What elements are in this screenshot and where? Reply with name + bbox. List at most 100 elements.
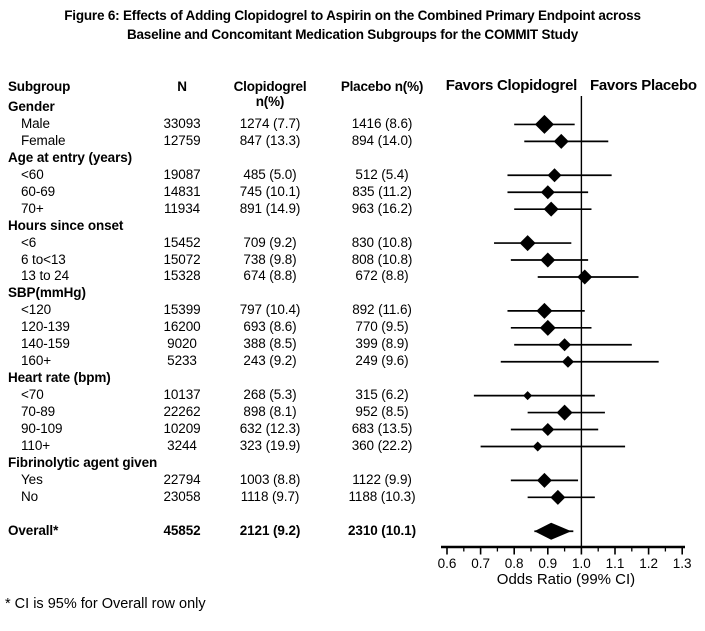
subgroup-label: Yes — [21, 471, 43, 487]
clopidogrel-value: 388 (8.5) — [243, 336, 297, 352]
n-value: 15328 — [163, 268, 201, 284]
favors-clopidogrel-label: Favors Clopidogrel — [445, 77, 578, 94]
table-row: 110+ 3244 323 (19.9) 360 (22.2) — [0, 438, 440, 455]
clopidogrel-value: 632 (12.3) — [239, 421, 301, 437]
subgroup-label: Age at entry (years) — [8, 149, 133, 165]
or-diamond — [561, 355, 574, 368]
placebo-value: 672 (8.8) — [355, 268, 409, 284]
subgroup-label: <120 — [21, 302, 52, 318]
table-row: <70 10137 268 (5.3) 315 (6.2) — [0, 387, 440, 404]
subgroup-header-row: Age at entry (years) — [0, 150, 440, 167]
placebo-value: 2310 (10.1) — [348, 522, 416, 538]
or-diamond — [550, 489, 566, 505]
placebo-value: 1122 (9.9) — [352, 471, 412, 487]
clopidogrel-value: 891 (14.9) — [239, 200, 301, 216]
placebo-value: 770 (9.5) — [355, 319, 409, 335]
table-row: 13 to 24 15328 674 (8.8) 672 (8.8) — [0, 268, 440, 285]
or-diamond — [540, 252, 556, 268]
n-value: 3244 — [167, 437, 197, 453]
clopidogrel-value: 1003 (8.8) — [239, 471, 301, 487]
or-diamond — [539, 319, 556, 336]
table-row: 70+ 11934 891 (14.9) 963 (16.2) — [0, 201, 440, 218]
placebo-value: 963 (16.2) — [351, 200, 413, 216]
clopidogrel-value: 323 (19.9) — [239, 437, 301, 453]
or-diamond — [553, 133, 569, 149]
subgroup-label: Overall* — [8, 522, 59, 538]
placebo-value: 360 (22.2) — [351, 437, 413, 453]
or-diamond — [534, 114, 554, 134]
subgroup-label: 160+ — [21, 353, 52, 369]
column-header-n: N — [177, 79, 187, 94]
clopidogrel-value: 797 (10.4) — [239, 302, 301, 318]
subgroup-label: 140-159 — [21, 336, 70, 352]
subgroup-label: 70+ — [21, 200, 44, 216]
x-axis-tick-label: 0.6 — [438, 556, 457, 571]
column-header-clopidogrel: Clopidogrel n(%) — [233, 79, 307, 109]
subgroup-header-row: Heart rate (bpm) — [0, 370, 440, 387]
table-row: Female 12759 847 (13.3) 894 (14.0) — [0, 133, 440, 150]
or-diamond — [547, 168, 562, 183]
subgroup-label: 60-69 — [21, 183, 56, 199]
table-row: 6 to<13 15072 738 (9.8) 808 (10.8) — [0, 252, 440, 269]
or-diamond — [536, 472, 552, 488]
subgroup-label: Heart rate (bpm) — [8, 370, 111, 386]
placebo-value: 249 (9.6) — [355, 353, 409, 369]
subgroup-label: <70 — [21, 387, 44, 403]
subgroup-label: 120-139 — [21, 319, 70, 335]
placebo-value: 892 (11.6) — [352, 302, 412, 318]
x-axis-tick-label: 1.1 — [606, 556, 625, 571]
clopidogrel-value: 693 (8.6) — [243, 319, 297, 335]
table-row: <60 19087 485 (5.0) 512 (5.4) — [0, 167, 440, 184]
clopidogrel-value: 1274 (7.7) — [239, 115, 301, 131]
n-value: 16200 — [163, 319, 201, 335]
placebo-value: 894 (14.0) — [351, 132, 413, 148]
subgroup-label: 110+ — [21, 437, 51, 453]
table-row: Male 33093 1274 (7.7) 1416 (8.6) — [0, 116, 440, 133]
placebo-value: 512 (5.4) — [355, 166, 409, 182]
favors-placebo-label: Favors Placebo — [590, 77, 697, 94]
x-axis-tick-label: 1.0 — [572, 556, 591, 571]
n-value: 23058 — [163, 488, 201, 504]
placebo-value: 808 (10.8) — [351, 251, 413, 267]
or-diamond — [523, 391, 533, 401]
overall-diamond — [534, 522, 572, 540]
table-row: 60-69 14831 745 (10.1) 835 (11.2) — [0, 184, 440, 201]
or-diamond — [541, 423, 555, 437]
placebo-value: 1416 (8.6) — [351, 115, 413, 131]
or-diamond — [536, 302, 553, 319]
table-row: 70-89 22262 898 (8.1) 952 (8.5) — [0, 404, 440, 421]
table-row: 120-139 16200 693 (8.6) 770 (9.5) — [0, 319, 440, 336]
subgroup-header-row: SBP(mmHg) — [0, 285, 440, 302]
n-value: 10209 — [163, 421, 201, 437]
subgroup-header-row: Hours since onset — [0, 218, 440, 235]
n-value: 12759 — [163, 132, 201, 148]
figure-title-line2: Baseline and Concomitant Medication Subg… — [126, 27, 579, 42]
placebo-value: 683 (13.5) — [351, 421, 413, 437]
subgroup-label: Male — [21, 115, 50, 131]
placebo-value: 952 (8.5) — [355, 404, 409, 420]
table-row: <120 15399 797 (10.4) 892 (11.6) — [0, 302, 440, 319]
subgroup-label: <6 — [21, 234, 37, 250]
table-row: Yes 22794 1003 (8.8) 1122 (9.9) — [0, 472, 440, 489]
n-value: 33093 — [163, 115, 201, 131]
or-diamond — [556, 404, 573, 421]
placebo-value: 399 (8.9) — [355, 336, 409, 352]
table-row: 160+ 5233 243 (9.2) 249 (9.6) — [0, 353, 440, 370]
placebo-value: 315 (6.2) — [355, 387, 409, 403]
subgroup-label: Female — [21, 132, 66, 148]
n-value: 10137 — [163, 387, 201, 403]
subgroup-label: No — [21, 488, 39, 504]
table-row: <6 15452 709 (9.2) 830 (10.8) — [0, 235, 440, 252]
n-value: 22794 — [163, 471, 201, 487]
table-row: 140-159 9020 388 (8.5) 399 (8.9) — [0, 336, 440, 353]
n-value: 15452 — [163, 234, 201, 250]
n-value: 15072 — [163, 251, 201, 267]
clopidogrel-value: 485 (5.0) — [243, 166, 297, 182]
subgroup-label: <60 — [21, 166, 44, 182]
x-axis-tick-label: 0.8 — [505, 556, 524, 571]
column-header-subgroup: Subgroup — [8, 79, 71, 94]
subgroup-label: Gender — [8, 98, 55, 114]
clopidogrel-value: 738 (9.8) — [243, 251, 297, 267]
subgroup-label: 70-89 — [21, 404, 56, 420]
